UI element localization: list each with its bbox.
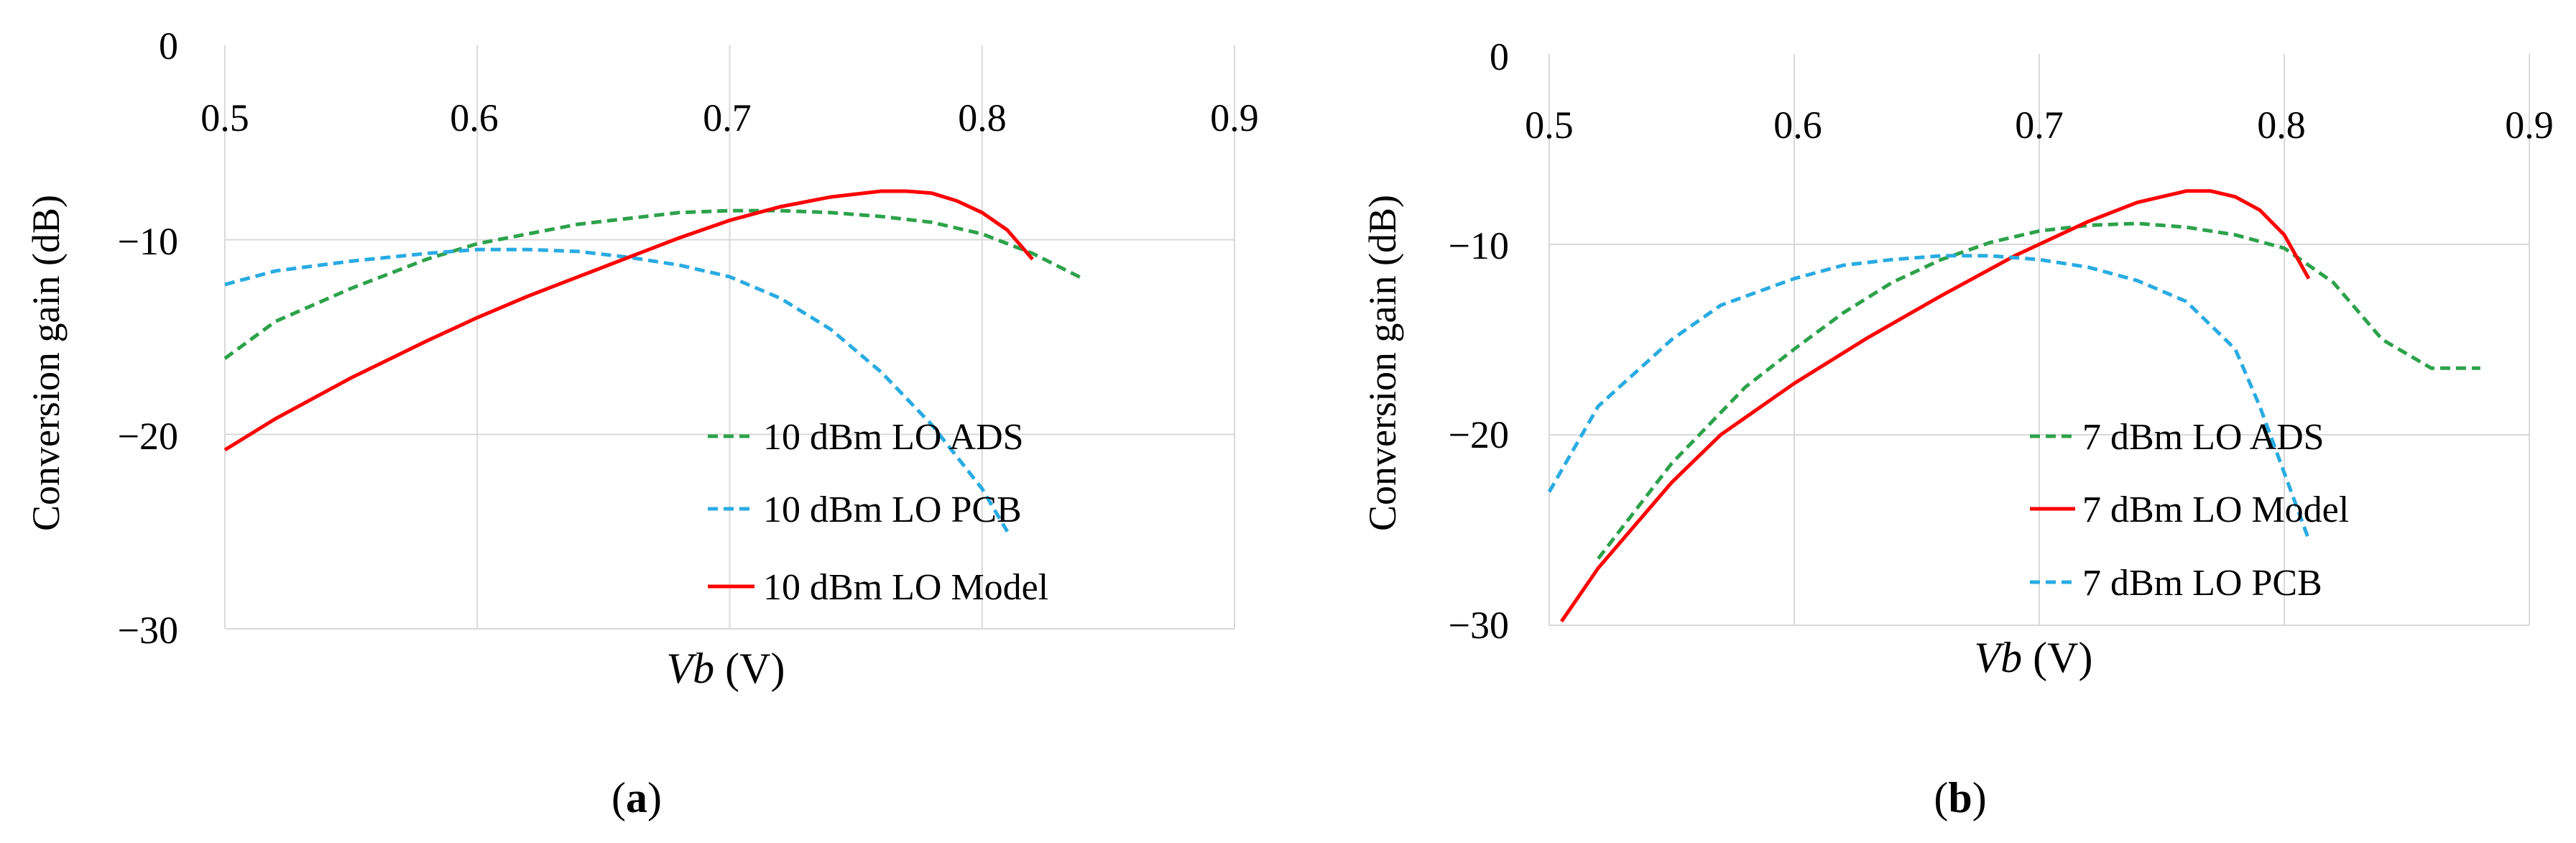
panel-label-b-letter: b: [1948, 774, 1972, 821]
x-axis-label-b-space: [2022, 634, 2033, 681]
y-tick-label-b-0: 0: [1490, 35, 1509, 78]
legend-label-b-1: 7 dBm LO Model: [2082, 489, 2349, 530]
series-line-b-7-dbm-lo-ads: [1597, 221, 2480, 560]
x-tick-label-a-1: 0.6: [450, 96, 499, 139]
y-tick-label-a-3: −30: [118, 609, 178, 652]
x-tick-label-a-0: 0.5: [200, 96, 249, 139]
legend-label-a-2: 10 dBm LO Model: [763, 567, 1048, 608]
panel-label-a-close: ): [647, 774, 662, 821]
series-line-a-10-dbm-lo-pcb: [224, 247, 1010, 533]
x-tick-label-b-0: 0.5: [1525, 103, 1574, 147]
legend-a: 10 dBm LO ADS 10 dBm LO PCB 10 dBm LO Mo…: [708, 417, 1048, 608]
panel-label-a-open: (: [611, 774, 626, 821]
chart-panel-a: 0 −10 −20 −30 0.5 0.6 0.7 0.8 0.9 Conver…: [24, 24, 1259, 821]
x-axis-label-b: Vb (V): [1975, 634, 2093, 681]
y-axis-label-b: Conversion gain (dB): [1361, 195, 1404, 531]
x-axis-label-a-var: Vb: [667, 645, 715, 692]
legend-label-b-2: 7 dBm LO PCB: [2082, 563, 2322, 604]
legend-b: 7 dBm LO ADS 7 dBm LO Model 7 dBm LO PCB: [2030, 417, 2349, 604]
x-tick-label-b-1: 0.6: [1773, 103, 1822, 147]
x-tick-label-b-3: 0.8: [2257, 103, 2306, 147]
x-tick-label-a-4: 0.9: [1210, 96, 1259, 139]
y-tick-label-a-2: −20: [118, 415, 178, 458]
panel-label-b-close: ): [1972, 774, 1987, 821]
x-axis-label-a-unit: (V): [725, 645, 785, 692]
series-b: [1547, 189, 2480, 623]
series-line-b-7-dbm-lo-model: [1560, 189, 2311, 623]
y-tick-label-b-3: −30: [1449, 604, 1509, 647]
series-line-a-10-dbm-lo-ads: [223, 208, 1084, 360]
x-axis-label-a-space: [714, 645, 725, 692]
x-tick-label-b-2: 0.7: [2015, 103, 2064, 147]
x-axis-label-b-var: Vb: [1975, 634, 2023, 681]
y-tick-label-a-1: −10: [118, 220, 178, 263]
legend-label-b-0: 7 dBm LO ADS: [2082, 417, 2325, 458]
panel-label-a-letter: a: [626, 774, 647, 821]
legend-label-a-0: 10 dBm LO ADS: [763, 417, 1024, 458]
y-tick-label-a-0: 0: [159, 24, 178, 68]
panel-label-b-open: (: [1934, 774, 1948, 821]
x-axis-label-b-unit: (V): [2033, 634, 2092, 681]
series-line-b-7-dbm-lo-pcb: [1547, 254, 2311, 540]
grid-a: [224, 45, 1235, 630]
y-tick-label-b-1: −10: [1449, 224, 1509, 267]
x-axis-label-a: Vb (V): [667, 645, 785, 692]
x-tick-label-b-4: 0.9: [2505, 103, 2554, 147]
panel-label-b: (b): [1934, 774, 1986, 821]
x-tick-label-a-3: 0.8: [958, 96, 1007, 139]
panel-label-a: (a): [611, 774, 662, 821]
y-tick-label-b-2: −20: [1449, 413, 1509, 456]
legend-label-a-1: 10 dBm LO PCB: [763, 489, 1022, 530]
series-a: [223, 189, 1084, 533]
x-tick-label-a-2: 0.7: [703, 96, 752, 139]
y-axis-label-a: Conversion gain (dB): [24, 195, 68, 531]
chart-panel-b: 0 −10 −20 −30 0.5 0.6 0.7 0.8 0.9 Conver…: [1361, 35, 2554, 821]
series-line-a-10-dbm-lo-model: [223, 189, 1034, 452]
